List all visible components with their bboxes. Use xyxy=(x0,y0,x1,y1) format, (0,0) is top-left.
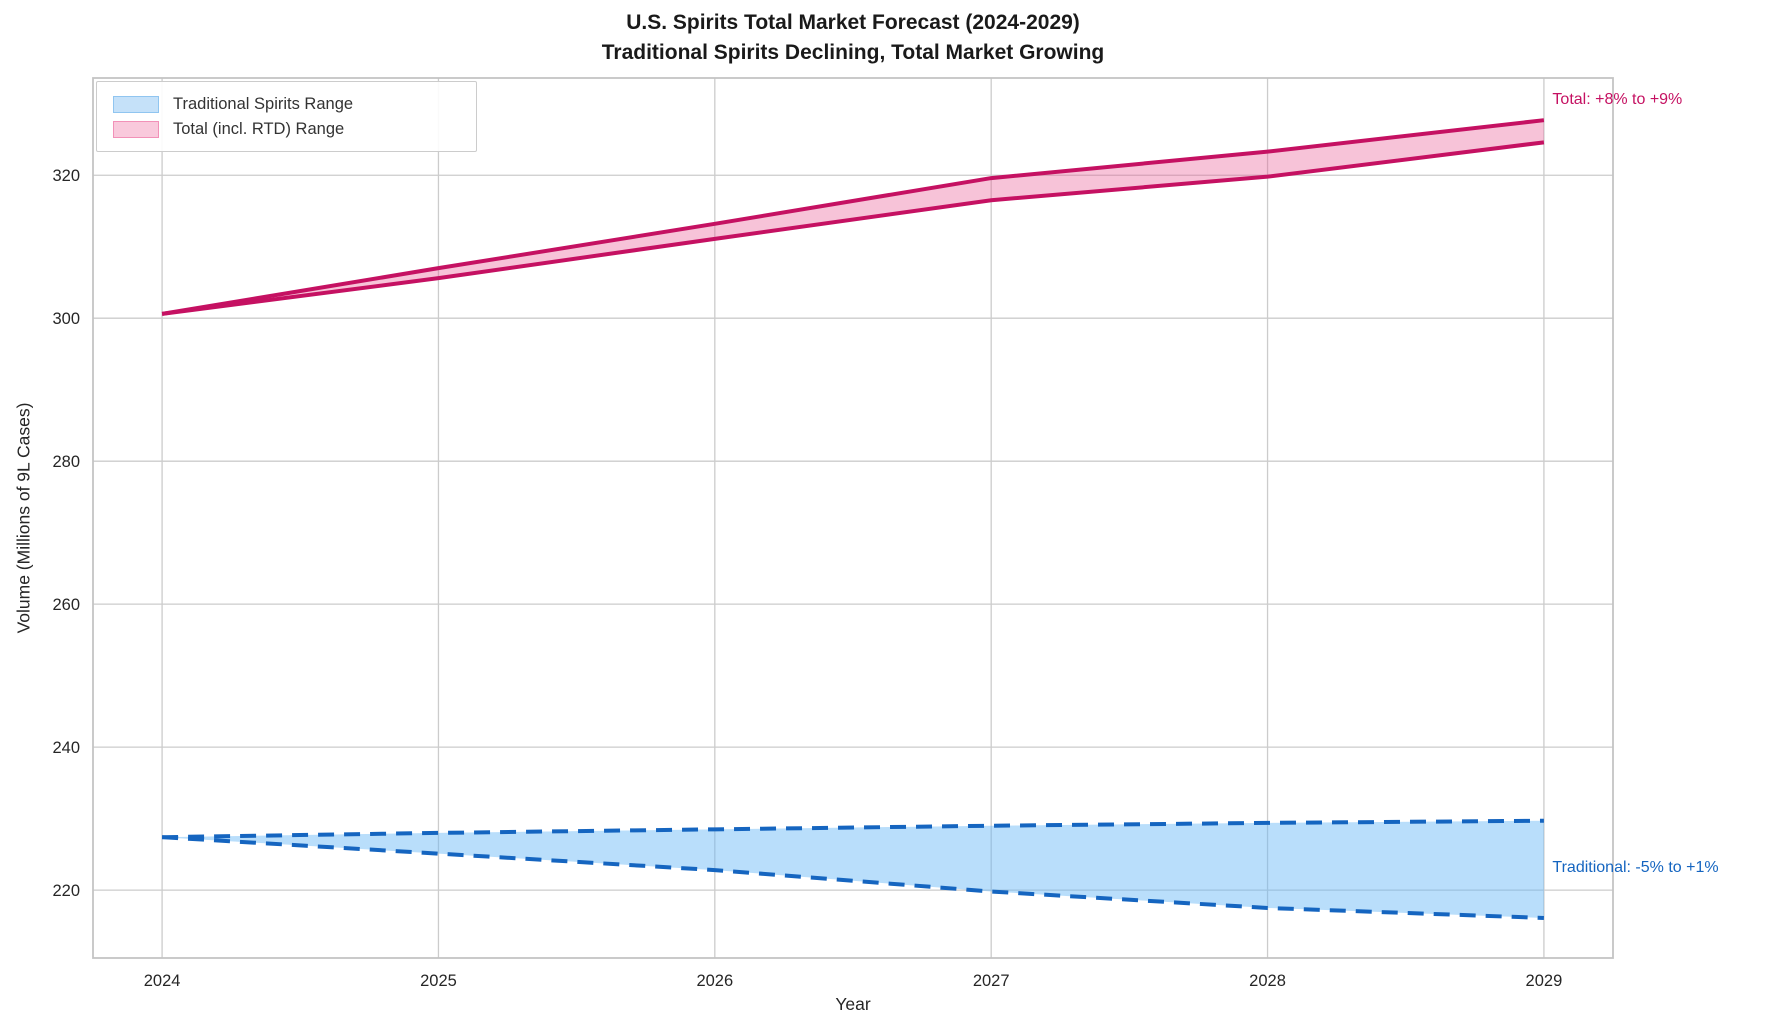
band-upper-line-total xyxy=(161,118,1545,316)
legend-item: Traditional Spirits Range xyxy=(113,95,476,114)
y-tick-label: 260 xyxy=(52,596,80,614)
x-tick-label: 2026 xyxy=(696,972,733,990)
x-tick-label: 2025 xyxy=(420,972,457,990)
y-tick-label: 220 xyxy=(52,882,80,900)
y-tick-label: 320 xyxy=(52,167,80,185)
legend-swatch-icon xyxy=(113,120,159,138)
legend-swatch-icon xyxy=(113,95,159,113)
legend-item: Total (incl. RTD) Range xyxy=(113,120,476,139)
x-tick-label: 2024 xyxy=(144,972,181,990)
band-fill-total xyxy=(162,120,1544,314)
band-upper-line-traditional xyxy=(162,818,1544,840)
band-fill-traditional xyxy=(162,820,1544,918)
y-tick-label: 240 xyxy=(52,739,80,757)
x-tick-label: 2028 xyxy=(1249,972,1286,990)
annotation-0: Total: +8% to +9% xyxy=(1552,91,1683,109)
annotation-1: Traditional: -5% to +1% xyxy=(1552,858,1719,876)
band-lower-line-traditional xyxy=(161,835,1544,920)
chart-title-block: U.S. Spirits Total Market Forecast (2024… xyxy=(93,8,1613,68)
x-tick-label: 2027 xyxy=(973,972,1010,990)
y-axis-label: Volume (Millions of 9L Cases) xyxy=(13,402,34,634)
chart-subtitle: Traditional Spirits Declining, Total Mar… xyxy=(601,40,1105,64)
y-tick-label: 280 xyxy=(52,453,80,471)
x-tick-label: 2029 xyxy=(1526,972,1563,990)
chart-title: U.S. Spirits Total Market Forecast (2024… xyxy=(626,11,1080,34)
y-tick-label: 300 xyxy=(52,310,80,328)
plot-border xyxy=(92,77,1614,959)
legend: Traditional Spirits Range Total (incl. RT… xyxy=(96,81,477,152)
legend-label: Traditional Spirits Range xyxy=(173,94,354,113)
legend-label: Total (incl. RTD) Range xyxy=(173,119,345,138)
band-lower-line-total xyxy=(161,140,1545,316)
x-axis-label: Year xyxy=(835,994,871,1014)
